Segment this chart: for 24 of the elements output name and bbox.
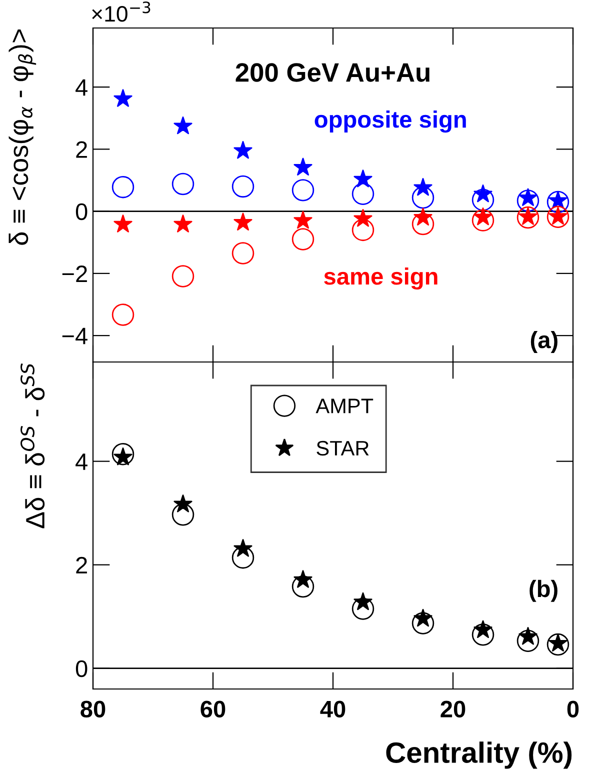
legend-label: STAR — [316, 440, 369, 456]
x-tick-label: 60 — [200, 700, 226, 718]
annotation: (a) — [530, 330, 558, 353]
y-tick-label: 2 — [76, 556, 87, 574]
x-tick-label: 0 — [567, 700, 579, 718]
series-label: opposite sign — [314, 110, 466, 133]
y-tick-label: 0 — [76, 203, 88, 220]
annotation: (b) — [530, 580, 558, 602]
x-tick-label: 20 — [440, 700, 466, 718]
y-axis-title: Δδ ≡ δ$^{OS}$ - δ$^{SS}$ — [20, 363, 45, 528]
text: 200 GeV Au+Au — [236, 63, 430, 82]
x-tick-label: 80 — [80, 700, 106, 718]
x-axis-title: Centrality (%) — [386, 742, 572, 769]
y-tick-label: 4 — [76, 79, 88, 96]
y-axis-title: δ ≡ <cos(φ$_{α}$ - φ$_{β}$)> — [8, 29, 36, 245]
y-tick-label: −2 — [62, 266, 87, 282]
y-tick-label: 0 — [76, 660, 88, 678]
legend-label: AMPT — [316, 398, 374, 414]
y-tick-label: −4 — [62, 328, 88, 344]
y-tick-label: 2 — [76, 141, 87, 158]
y-tick-label: 4 — [76, 454, 88, 470]
text: ×10$^{−3}$ — [92, 1, 150, 22]
series-label: same sign — [324, 267, 438, 290]
x-tick-label: 40 — [320, 700, 346, 718]
